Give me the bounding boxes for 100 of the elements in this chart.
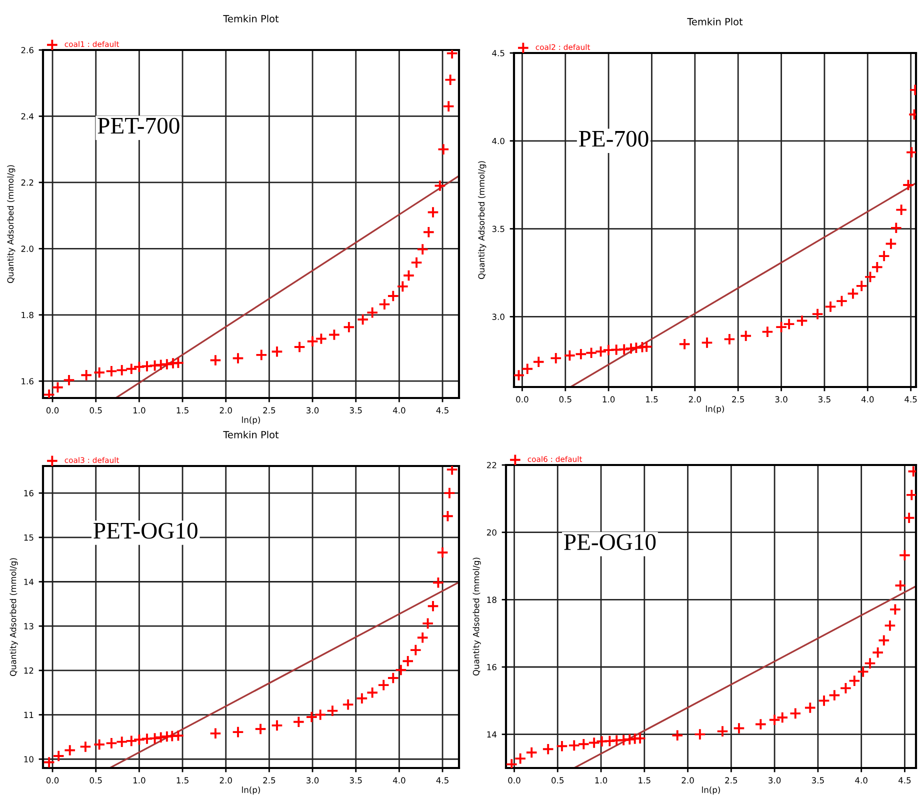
x-tick-label: 2.0: [220, 777, 232, 784]
point: [818, 694, 830, 707]
point: [902, 178, 914, 192]
x-tick-label: 3.5: [350, 407, 362, 414]
x-tick-label: 2.5: [732, 396, 744, 402]
point: [610, 734, 623, 747]
point: [694, 728, 706, 740]
point: [532, 356, 545, 368]
x-tick-label: 3.5: [812, 777, 824, 784]
point: [133, 360, 146, 373]
x-tick-label: 4.0: [855, 777, 868, 784]
point: [568, 739, 580, 752]
point: [436, 546, 449, 559]
point: [846, 288, 860, 300]
y-tick-label: 4.0: [492, 138, 504, 144]
y-axis-title: Quantity Adsorbed (mmol/g): [7, 165, 16, 284]
point: [678, 338, 691, 350]
point: [43, 388, 56, 398]
point: [432, 576, 444, 589]
point: [105, 365, 118, 378]
annotation: PET-OG10: [94, 522, 198, 539]
point: [378, 298, 391, 310]
point: [556, 740, 568, 752]
x-tick-label: 4.0: [861, 396, 874, 402]
point: [62, 374, 76, 386]
point: [306, 710, 318, 724]
x-tick-label: 2.5: [263, 777, 276, 784]
point: [232, 352, 244, 364]
point: [366, 686, 378, 699]
point: [422, 226, 435, 238]
point: [434, 180, 446, 192]
y-tick-label: 14: [24, 578, 34, 585]
y-tick-label: 3.0: [492, 314, 504, 320]
point: [396, 280, 409, 293]
point: [52, 750, 65, 762]
y-tick-label: 11: [24, 712, 34, 718]
point: [422, 617, 434, 630]
y-tick-label: 12: [24, 667, 34, 674]
point: [166, 730, 178, 742]
x-axis-title: ln(p): [706, 405, 724, 414]
point: [878, 250, 890, 262]
point: [604, 734, 616, 748]
y-tick-label: 13: [24, 623, 34, 630]
point: [387, 290, 400, 302]
point: [342, 321, 356, 334]
point: [80, 369, 92, 382]
point: [328, 328, 340, 341]
point: [671, 729, 684, 742]
x-tick-label: 2.0: [220, 407, 232, 414]
point: [306, 335, 319, 348]
point: [270, 346, 284, 358]
point: [116, 736, 128, 748]
x-axis-title: ln(p): [702, 786, 720, 795]
point: [410, 644, 422, 656]
x-tick-label: 2.5: [725, 777, 738, 784]
point: [446, 466, 458, 476]
x-tick-label: 0.5: [559, 396, 572, 402]
point: [293, 340, 306, 354]
point: [542, 743, 554, 756]
point: [446, 50, 458, 60]
point: [855, 280, 868, 292]
point: [342, 698, 354, 711]
point: [890, 222, 902, 234]
point: [356, 313, 369, 326]
point: [254, 722, 267, 736]
y-tick-label: 2.4: [21, 113, 34, 120]
y-tick-label: 16: [487, 664, 496, 670]
x-tick-label: 1.5: [646, 396, 658, 402]
point: [172, 356, 184, 370]
x-tick-label: 4.0: [392, 407, 406, 414]
point: [416, 243, 429, 256]
y-tick-label: 20: [486, 529, 496, 536]
x-tick-label: 4.0: [392, 777, 406, 784]
point: [426, 600, 440, 612]
point: [209, 354, 222, 366]
point: [564, 349, 576, 362]
point: [154, 358, 167, 372]
y-axis-title: Quantity Adsorbed (mmol/g): [478, 161, 486, 280]
point: [116, 364, 128, 376]
point: [574, 348, 588, 360]
point: [884, 619, 896, 632]
x-tick-label: 3.0: [306, 407, 319, 414]
x-tick-label: 3.0: [775, 396, 788, 402]
point: [209, 727, 222, 740]
point: [864, 270, 876, 284]
y-tick-label: 2.2: [21, 179, 34, 186]
y-tick-label: 15: [24, 534, 34, 541]
point: [172, 730, 184, 742]
x-tick-label: 3.5: [350, 777, 362, 784]
point: [716, 725, 729, 738]
y-tick-label: 2.6: [21, 46, 34, 54]
point: [125, 734, 138, 748]
point: [133, 733, 146, 746]
point: [148, 359, 161, 372]
x-tick-label: 4.5: [436, 407, 448, 414]
x-tick-label: 1.0: [602, 396, 615, 402]
point: [402, 655, 414, 668]
x-tick-label: 0.5: [90, 407, 102, 414]
point: [93, 366, 106, 379]
y-tick-label: 14: [487, 731, 497, 738]
